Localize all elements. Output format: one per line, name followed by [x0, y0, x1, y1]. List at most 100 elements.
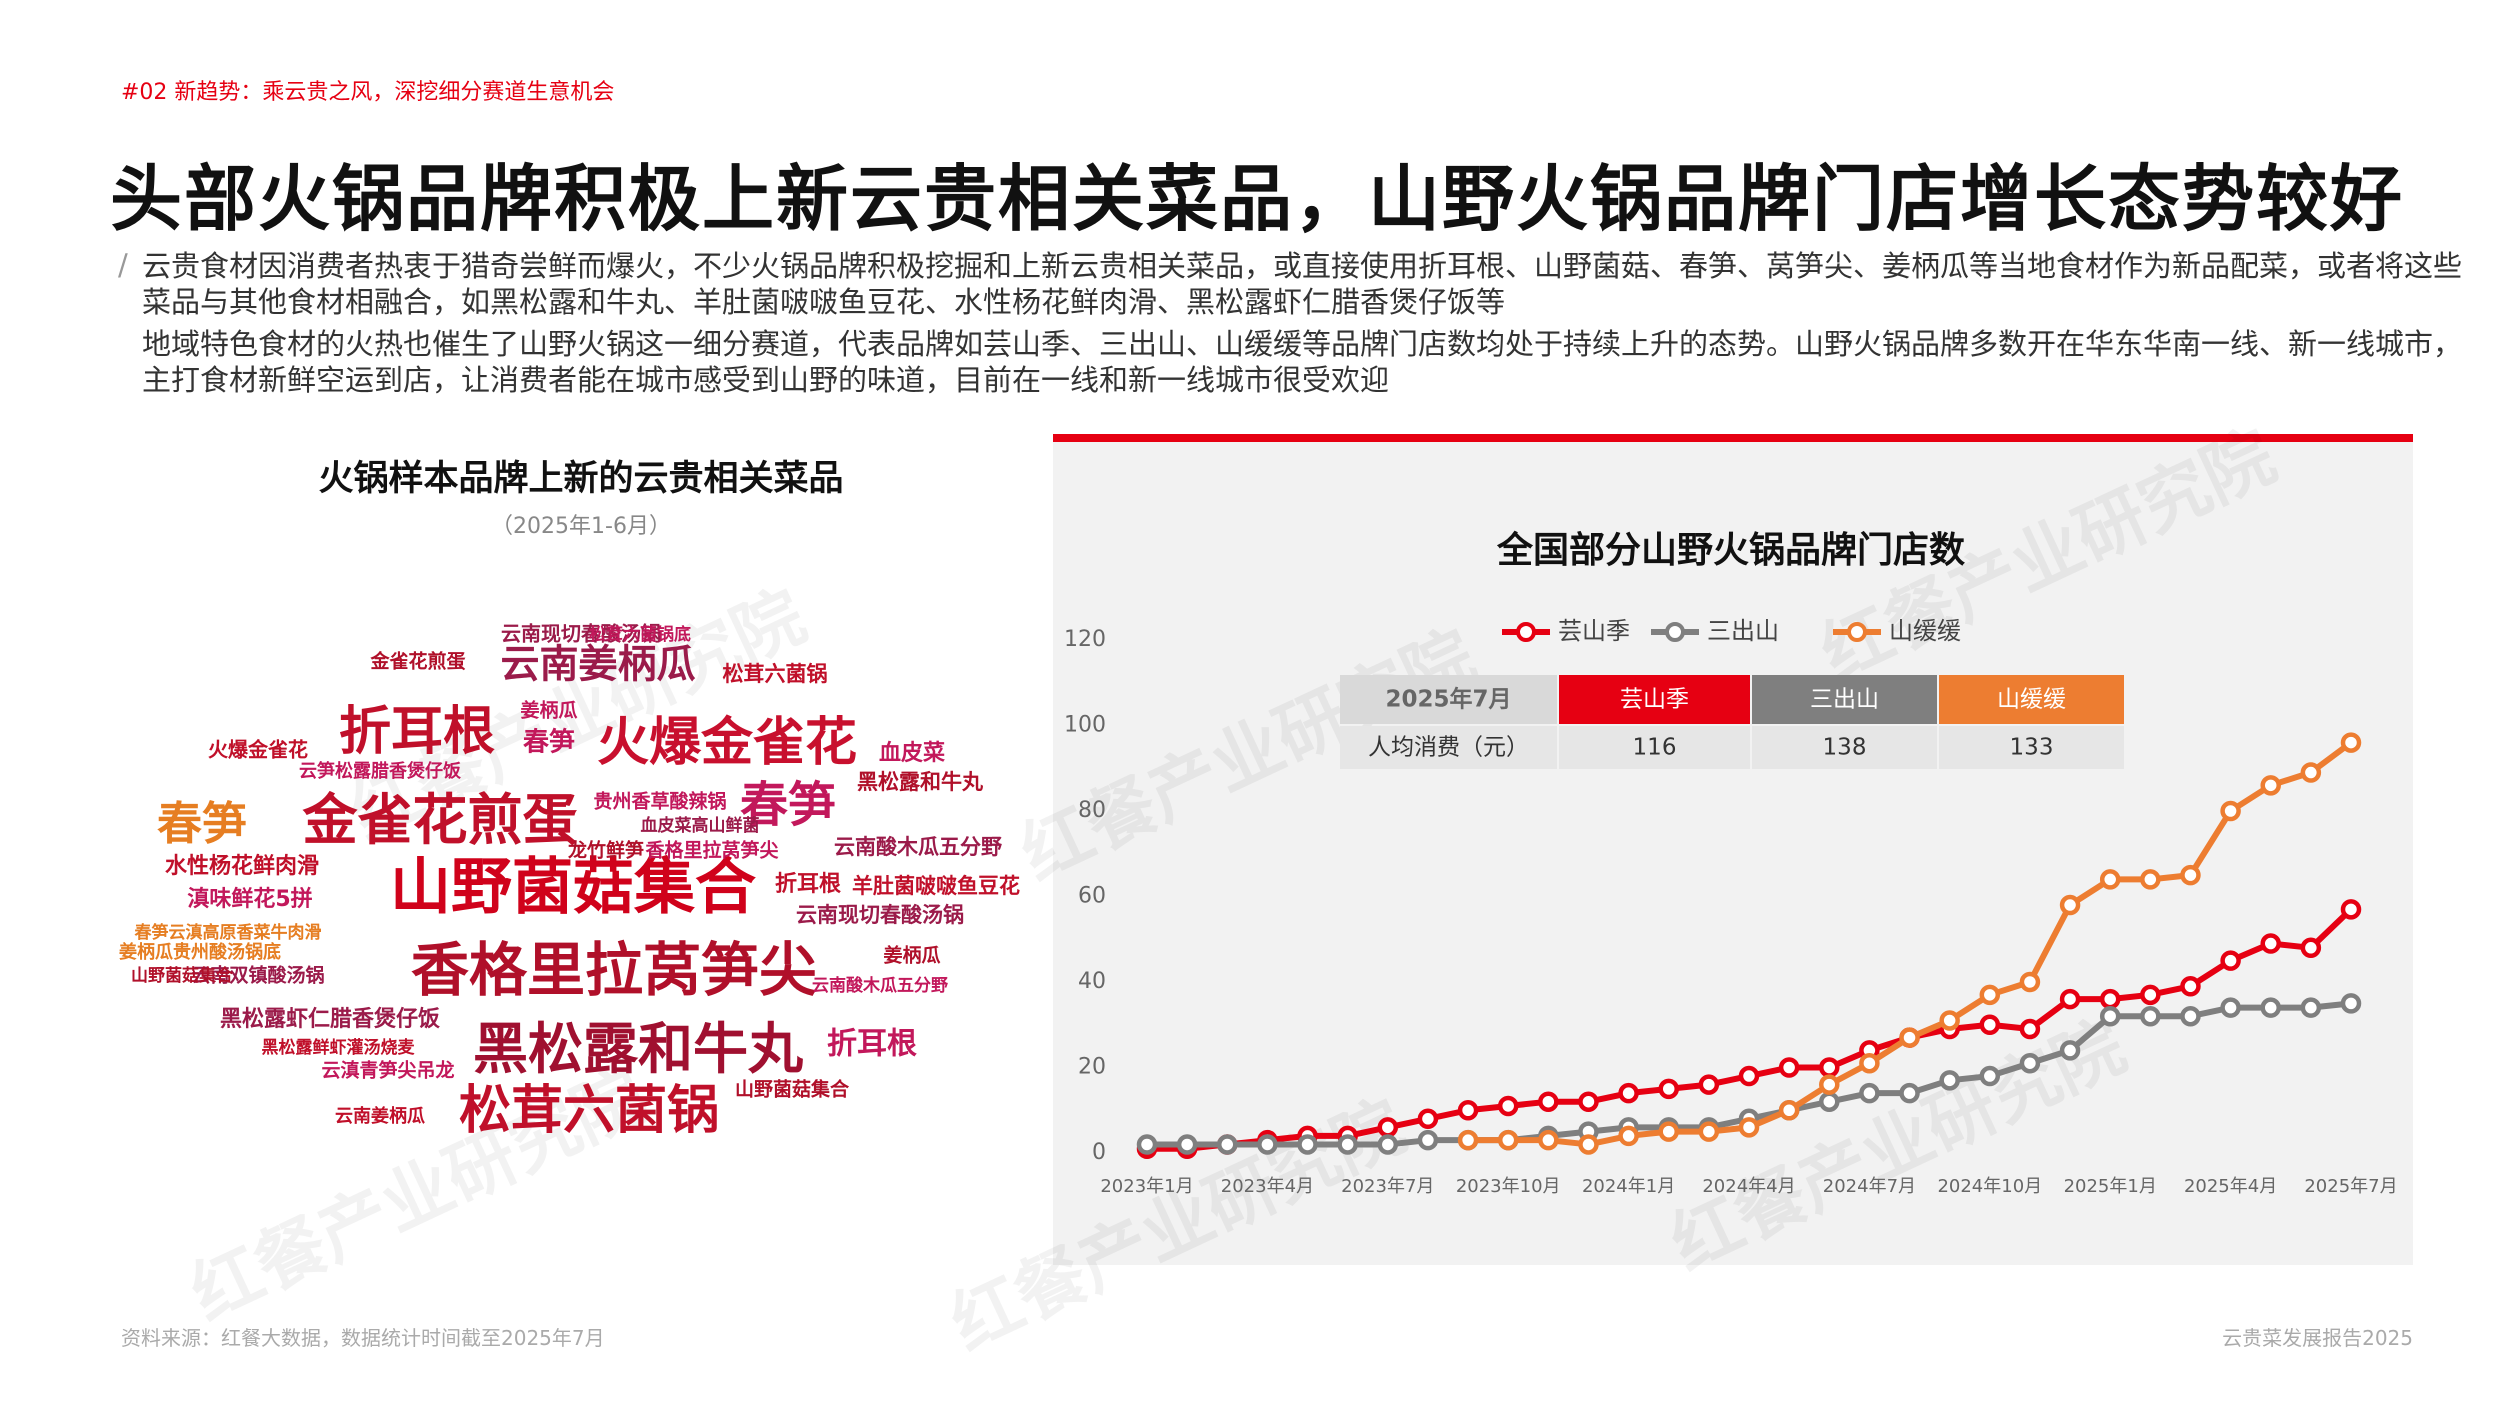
- word: 松茸六菌锅底: [589, 624, 691, 645]
- point: [1778, 1057, 1800, 1078]
- table-value: 116: [1633, 735, 1677, 761]
- word: 云南酸木瓜五分野: [812, 975, 948, 996]
- table-cell: [1939, 726, 2124, 769]
- word: 春笋: [740, 777, 836, 833]
- point: [1176, 1134, 1198, 1155]
- point: [1618, 1082, 1639, 1104]
- word: 龙竹鲜笋: [568, 839, 644, 862]
- point: [1497, 1129, 1519, 1151]
- word: 姜柄瓜: [520, 699, 577, 722]
- table-header: 2025年7月: [1385, 686, 1511, 713]
- word: 云南姜柄瓜: [335, 1105, 425, 1127]
- point: [2260, 933, 2281, 954]
- word: 山野菌菇集合: [390, 852, 756, 923]
- word: 金雀花煎蛋: [369, 650, 465, 673]
- table-cell: [1752, 726, 1937, 769]
- paragraph: 地域特色食材的火热也催生了山野火锅这一细分赛道，代表品牌如芸山季、三出山、山缓缓…: [142, 327, 2463, 397]
- point: [2220, 950, 2241, 971]
- word: 云笋松露腊香煲仔饭: [299, 760, 461, 782]
- word: 黑松露和牛丸: [473, 1017, 803, 1081]
- point: [1778, 1100, 1800, 1121]
- point: [1658, 1078, 1679, 1100]
- x-tick-label: 2023年10月: [1456, 1176, 1561, 1197]
- x-tick-label: 2025年1月: [2064, 1176, 2157, 1197]
- point: [1859, 1052, 1880, 1074]
- point: [2300, 937, 2322, 959]
- point: [1417, 1129, 1439, 1151]
- x-tick-label: 2024年4月: [1702, 1176, 1795, 1197]
- point: [1979, 1065, 2001, 1087]
- legend-marker: [1516, 622, 1536, 642]
- point: [2140, 984, 2161, 1006]
- table-header-cell: [1340, 675, 1557, 724]
- point: [1899, 1082, 1920, 1104]
- point: [2260, 775, 2281, 796]
- table-header-cell: [1752, 675, 1937, 724]
- point: [2099, 988, 2121, 1010]
- word: 香格里拉莴笋尖: [644, 839, 778, 862]
- legend-marker: [1847, 622, 1867, 642]
- point: [2059, 894, 2081, 916]
- point: [1497, 1095, 1519, 1117]
- word: 黑松露虾仁腊香煲仔饭: [220, 1006, 440, 1032]
- word: 贵州香草酸辣锅: [593, 790, 726, 813]
- point: [1899, 1027, 1920, 1048]
- point: [2019, 1052, 2041, 1074]
- table-cell: [1340, 726, 1557, 769]
- point: [1457, 1100, 1479, 1121]
- word: 黑松露鲜虾灌汤烧麦: [262, 1037, 416, 1058]
- y-tick-label: 80: [1078, 798, 1106, 823]
- point: [1979, 984, 2001, 1006]
- table-value: 133: [2010, 735, 2054, 761]
- x-tick-label: 2024年7月: [1823, 1176, 1916, 1197]
- table-value: 人均消费（元）: [1368, 735, 1529, 761]
- word: 金雀花煎蛋: [302, 788, 577, 852]
- point: [2099, 1005, 2121, 1027]
- point: [1819, 1057, 1840, 1078]
- legend-label: 山缓缓: [1889, 617, 1961, 645]
- word: 火爆金雀花: [208, 738, 308, 762]
- word: 春笋: [523, 727, 575, 758]
- x-tick-label: 2025年7月: [2304, 1176, 2397, 1197]
- word: 香格里拉莴笋尖: [411, 936, 817, 1004]
- source: 资料来源：红餐大数据，数据统计时间截至2025年7月: [121, 1326, 605, 1350]
- point: [1136, 1134, 1158, 1155]
- point: [2220, 997, 2241, 1018]
- y-tick-label: 20: [1078, 1055, 1106, 1080]
- point: [1578, 1134, 1599, 1155]
- table-header: 三出山: [1810, 687, 1879, 713]
- report-name: 云贵菜发展报告2025: [2222, 1326, 2413, 1350]
- point: [2180, 1005, 2201, 1027]
- word: 姜柄瓜贵州酸汤锅底: [119, 941, 281, 963]
- table-header: 芸山季: [1620, 687, 1689, 713]
- point: [2180, 976, 2201, 997]
- point: [1578, 1091, 1599, 1112]
- point: [1337, 1134, 1358, 1155]
- point: [1859, 1082, 1880, 1104]
- legend-marker: [1665, 622, 1685, 642]
- table-header-cell: [1939, 675, 2124, 724]
- point: [1939, 1070, 1960, 1091]
- word: 云南姜柄瓜: [500, 643, 695, 688]
- point: [2340, 899, 2362, 920]
- point: [1457, 1129, 1479, 1151]
- word: 云南现切春酸汤锅: [796, 903, 964, 927]
- point: [2059, 1040, 2081, 1061]
- point: [2099, 869, 2121, 890]
- word: 折耳根: [827, 1027, 917, 1062]
- word: 云南现切春酸汤锅: [501, 622, 661, 646]
- x-tick-label: 2023年1月: [1100, 1176, 1193, 1197]
- point: [2340, 993, 2362, 1014]
- word: 黑松露和牛丸: [857, 770, 984, 794]
- point: [2059, 988, 2081, 1010]
- decor: /: [118, 248, 128, 282]
- y-tick-label: 60: [1078, 884, 1106, 909]
- wordcloud-subtitle: （2025年1-6月）: [491, 514, 671, 539]
- point: [2340, 732, 2362, 753]
- x-tick-label: 2023年4月: [1221, 1176, 1314, 1197]
- word: 云南酸木瓜五分野: [834, 835, 1002, 859]
- point: [1618, 1125, 1639, 1147]
- x-tick-label: 2025年4月: [2184, 1176, 2277, 1197]
- point: [1658, 1121, 1679, 1142]
- word: 折耳根: [339, 702, 495, 762]
